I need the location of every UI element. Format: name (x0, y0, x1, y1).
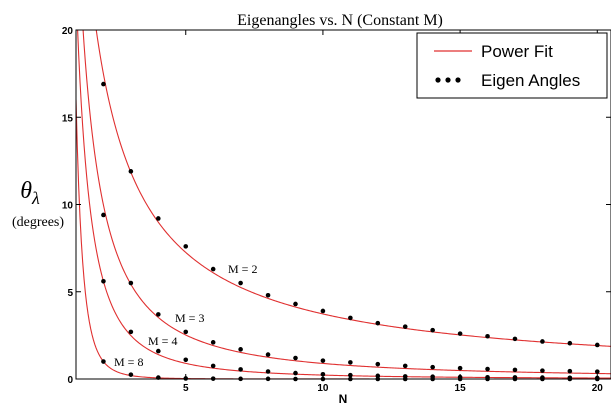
data-point (265, 352, 271, 357)
y-axis-symbol-theta: θ (20, 178, 32, 204)
legend-point-1 (435, 77, 441, 83)
legend-box (416, 32, 608, 99)
data-point (293, 370, 298, 376)
data-point (457, 365, 463, 371)
legend-fit-label: Power Fit (481, 42, 553, 61)
data-point (183, 357, 189, 363)
curve-label-3: M = 4 (148, 334, 177, 348)
data-point (128, 280, 134, 286)
data-point (293, 301, 298, 307)
data-point (128, 329, 134, 335)
data-point (265, 292, 271, 298)
data-point (375, 361, 381, 367)
y-tick-label: 5 (67, 288, 73, 299)
data-point (293, 355, 298, 361)
data-point (156, 348, 161, 354)
x-tick-label: 10 (317, 383, 329, 394)
fit-curve-2 (82, 30, 611, 375)
data-point (238, 367, 243, 372)
fit-curve-1 (95, 30, 611, 347)
data-point (402, 363, 408, 369)
curve-label-2: M = 3 (175, 311, 204, 325)
curve-label-1: M = 2 (228, 262, 257, 276)
x-tick-label: 15 (455, 383, 467, 394)
y-axis-symbol: θλ (20, 178, 40, 208)
data-point (128, 169, 134, 174)
data-point (210, 266, 216, 272)
data-point (567, 368, 573, 374)
x-tick-label: 20 (592, 383, 604, 394)
data-point (375, 320, 381, 326)
data-point (485, 366, 490, 372)
legend-points-swatch (435, 77, 461, 83)
data-point (101, 278, 106, 284)
fit-curve-3 (77, 30, 611, 379)
data-point (348, 315, 353, 321)
legend-points-label: Eigen Angles (481, 71, 580, 90)
data-point (402, 324, 408, 329)
data-point (457, 331, 463, 336)
legend-point-3 (455, 77, 461, 83)
data-point (320, 308, 326, 314)
data-point (512, 336, 518, 342)
x-tick-label: 5 (183, 383, 189, 394)
data-point (512, 367, 518, 373)
data-point (210, 340, 216, 345)
x-axis-label: N (339, 392, 348, 406)
data-point (156, 312, 161, 317)
data-point (265, 369, 271, 374)
data-point (348, 372, 353, 378)
data-point (101, 359, 106, 364)
data-point (101, 212, 106, 218)
y-axis-units: (degrees) (12, 215, 64, 230)
data-point (594, 369, 600, 374)
data-point (238, 347, 243, 352)
data-point (567, 340, 573, 346)
data-point (540, 339, 545, 344)
y-axis-label: θλ (degrees) (12, 178, 64, 230)
data-point (430, 364, 435, 370)
y-tick-label: 15 (62, 113, 74, 124)
data-point (101, 81, 106, 87)
legend-point-2 (445, 77, 451, 83)
data-point (183, 329, 189, 335)
data-point (156, 216, 161, 221)
data-point (430, 327, 435, 333)
data-point (238, 280, 243, 286)
data-point (210, 363, 216, 369)
y-tick-label: 10 (62, 201, 74, 212)
legend: Power Fit Eigen Angles (416, 32, 608, 99)
y-axis-symbol-subscript: λ (31, 188, 40, 208)
curve-labels: M = 2 M = 3 M = 4 M = 8 (114, 262, 257, 369)
y-tick-label: 20 (62, 26, 74, 37)
data-point (348, 360, 353, 365)
data-point (485, 333, 490, 339)
data-point (183, 244, 189, 249)
data-point (540, 368, 545, 373)
y-tick-label: 0 (67, 375, 73, 386)
data-point (594, 342, 600, 348)
chart-title: Eigenangles vs. N (Constant M) (237, 12, 443, 29)
data-point (128, 372, 134, 377)
curve-label-4: M = 8 (114, 355, 143, 369)
data-point (320, 358, 326, 363)
